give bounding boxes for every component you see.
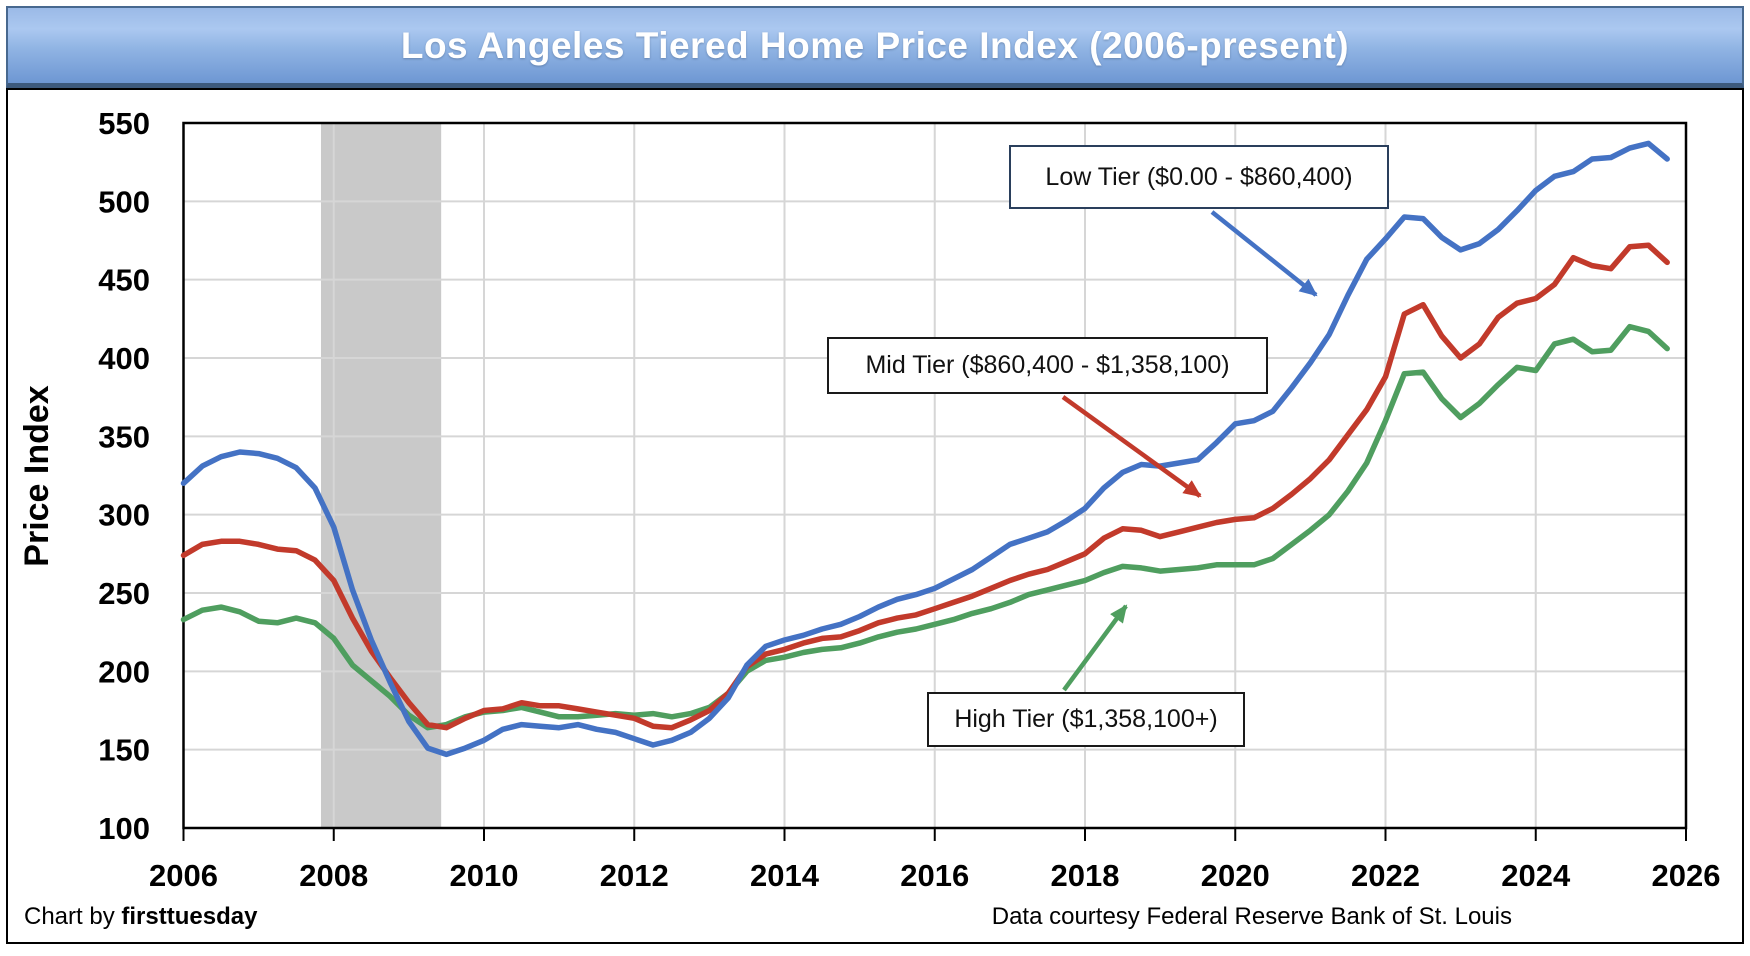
title-bar: Los Angeles Tiered Home Price Index (200… (6, 6, 1744, 88)
annotation-low-tier-label: Low Tier ($0.00 - $860,400) (1045, 162, 1353, 191)
annotation-mid-tier: Mid Tier ($860,400 - $1,358,100) (827, 337, 1268, 394)
chart-title: Los Angeles Tiered Home Price Index (200… (400, 24, 1350, 66)
annotation-high-tier-label: High Tier ($1,358,100+) (954, 705, 1218, 733)
footer-credit-prefix: Chart by (24, 903, 122, 930)
footer-credit-brand: firsttuesday (121, 903, 258, 930)
annotation-low-tier: Low Tier ($0.00 - $860,400) (1009, 145, 1389, 209)
plot-frame (6, 88, 1744, 944)
annotation-mid-tier-label: Mid Tier ($860,400 - $1,358,100) (865, 351, 1230, 379)
footer-credit: Chart by firsttuesday (24, 903, 257, 931)
footer-source: Data courtesy Federal Reserve Bank of St… (991, 903, 1512, 930)
annotation-high-tier: High Tier ($1,358,100+) (927, 692, 1245, 747)
